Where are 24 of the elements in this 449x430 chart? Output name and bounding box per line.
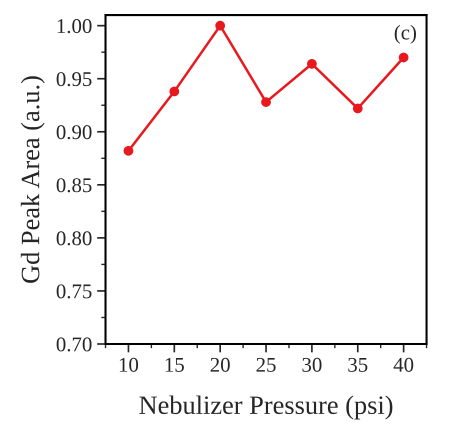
y-tick-label: 0.85 — [56, 178, 92, 192]
point — [169, 86, 180, 96]
x-tick-label: 25 — [256, 358, 276, 372]
x-tick-label: 30 — [302, 358, 322, 372]
x-tick-label: 15 — [166, 358, 184, 372]
point — [398, 52, 408, 62]
y-tick-label: 0.75 — [56, 284, 92, 298]
x-tick-label: 10 — [120, 358, 138, 372]
y-tick-label: 0.95 — [56, 72, 92, 86]
x-tick-label: 20 — [210, 358, 230, 372]
x-axis-title: Nebulizer Pressure (psi) — [139, 396, 392, 420]
point — [215, 20, 226, 31]
y-tick-label: 0.80 — [56, 231, 92, 246]
point — [124, 146, 134, 156]
annotation: (c) — [394, 24, 416, 44]
y-tick-label: 1.00 — [58, 19, 92, 34]
point — [307, 59, 317, 69]
y-tick-label: 0.90 — [56, 125, 92, 140]
x-tick-label: 40 — [394, 358, 414, 372]
point — [261, 97, 271, 107]
y-tick-label: 0.70 — [56, 337, 92, 352]
y-axis-title: Gd Peak Area (a.u.) — [20, 76, 45, 283]
point — [352, 104, 363, 114]
x-tick-label: 35 — [348, 358, 368, 372]
